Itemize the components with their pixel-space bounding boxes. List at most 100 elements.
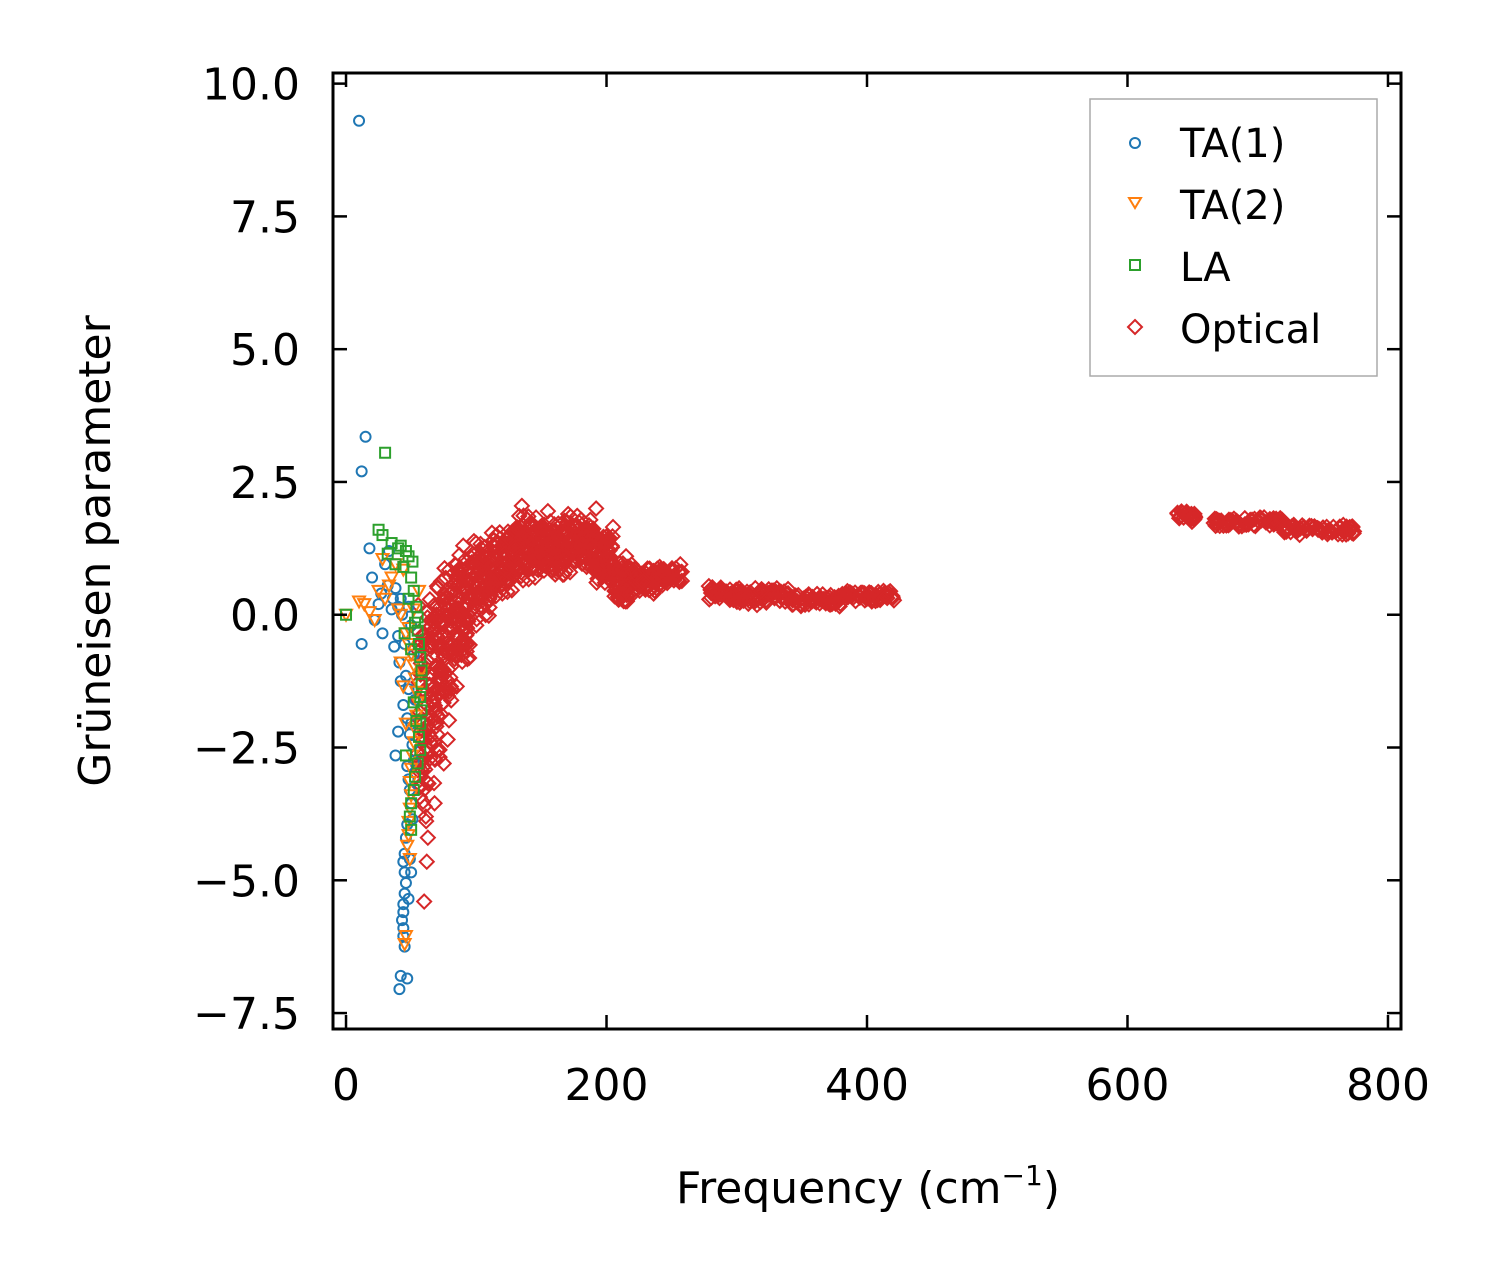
point-la-39: [398, 627, 411, 640]
point-optical-1146: [820, 595, 838, 613]
point-optical-370: [462, 548, 479, 566]
point-optical-123: [422, 728, 439, 746]
y-tick-label-7: −7.5: [193, 989, 300, 1040]
point-ta2-4: [366, 614, 383, 629]
point-la-23: [414, 717, 427, 730]
point-optical-242: [460, 649, 478, 667]
point-optical-364: [468, 584, 486, 602]
y-tick-label-0: 10.0: [202, 60, 300, 111]
point-la-38: [409, 616, 422, 629]
point-optical-1228: [1169, 505, 1186, 523]
point-optical-359: [472, 585, 489, 603]
point-optical-1361: [1331, 519, 1348, 537]
point-optical-125: [429, 707, 446, 725]
point-la-31: [405, 823, 418, 836]
point-optical-265: [447, 593, 465, 610]
legend-label-ta1: TA(1): [1179, 121, 1285, 167]
legend-marker-ta1: [1129, 137, 1141, 149]
x-tick-label-3: 600: [1085, 1060, 1169, 1111]
point-optical-349: [481, 599, 498, 616]
point-optical-436: [483, 569, 501, 587]
legend-marker-optical: [1126, 318, 1144, 336]
point-optical-189: [431, 674, 449, 692]
point-optical-142: [435, 694, 452, 712]
point-ta1-50: [394, 969, 407, 982]
x-axis-title: Frequency (cm−1): [676, 1159, 1060, 1214]
point-la-36: [402, 592, 415, 605]
y-tick-label-5: −2.5: [193, 724, 300, 775]
point-optical-1380: [604, 518, 622, 536]
point-optical-1202: [846, 584, 864, 602]
point-optical-1297: [1221, 512, 1238, 530]
legend-marker-la: [1129, 259, 1141, 271]
point-la-25: [414, 744, 427, 757]
y-tick-label-4: 0.0: [230, 591, 300, 642]
point-optical-1352: [1291, 520, 1309, 537]
point-optical-157: [440, 711, 458, 729]
point-optical-1090: [752, 582, 770, 600]
point-ta2-2: [356, 598, 372, 613]
point-optical-458: [496, 544, 514, 562]
point-optical-1377: [539, 502, 557, 520]
ticks-layer: 0 200 400 600 800 10.0 7.5 5.0 2.5 0.0 −2.5 −5.0 −7.…: [193, 60, 1430, 1111]
point-optical-1366: [1275, 521, 1293, 539]
point-optical-194: [431, 660, 449, 678]
point-optical-1372: [426, 794, 444, 812]
point-optical-198: [443, 680, 460, 698]
point-ta1-51: [401, 972, 414, 985]
x-axis-title-close: ): [1043, 1163, 1060, 1214]
point-ta2-12: [393, 608, 409, 623]
point-optical-1299: [1253, 511, 1270, 529]
point-optical-1370: [435, 755, 453, 772]
point-optical-805: [590, 561, 607, 579]
point-la-35: [405, 643, 418, 656]
point-ta2-5: [370, 584, 387, 599]
point-optical-280: [447, 610, 465, 627]
point-optical-131: [421, 733, 439, 751]
point-la-37: [406, 555, 419, 568]
point-optical-956: [671, 555, 689, 573]
point-ta2-3: [361, 606, 378, 621]
point-la-29: [405, 797, 418, 810]
point-ta2-33: [398, 930, 414, 945]
point-optical-178: [439, 661, 457, 678]
y-tick-label-1: 7.5: [230, 192, 300, 243]
point-ta1-40: [399, 876, 412, 889]
point-optical-1292: [1238, 514, 1256, 532]
point-ta1-54: [402, 892, 415, 905]
point-ta1-3: [355, 637, 368, 650]
point-la-20: [415, 677, 428, 690]
point-optical-1084: [741, 592, 759, 610]
point-optical-975: [658, 564, 675, 582]
point-ta1-5: [366, 571, 379, 584]
point-ta1-0: [353, 114, 366, 127]
point-ta2-32: [402, 853, 418, 868]
point-la-3: [376, 529, 389, 542]
point-optical-368: [473, 568, 491, 586]
point-optical-135: [432, 573, 450, 590]
point-optical-1027: [704, 582, 722, 600]
point-la-7: [392, 542, 405, 555]
point-optical-321: [480, 607, 498, 625]
point-optical-109: [424, 692, 442, 710]
point-optical-204: [444, 643, 462, 661]
point-optical-1288: [1209, 511, 1227, 529]
point-optical-732: [568, 517, 586, 534]
point-optical-1368: [415, 893, 433, 910]
point-la-34: [410, 714, 423, 727]
y-tick-label-6: −5.0: [193, 856, 300, 907]
point-optical-644: [540, 527, 558, 545]
point-ta1-9: [376, 627, 389, 640]
point-optical-873: [605, 559, 623, 577]
legend-label-optical: Optical: [1180, 307, 1321, 353]
y-tick-label-2: 5.0: [230, 325, 300, 376]
point-optical-1008: [706, 587, 724, 605]
point-optical-649: [537, 552, 555, 569]
point-optical-29: [419, 829, 437, 847]
point-optical-1381: [561, 563, 579, 581]
point-optical-201: [432, 665, 450, 682]
point-optical-1144: [812, 589, 830, 607]
point-optical-876: [615, 567, 633, 584]
point-ta2-1: [351, 595, 367, 610]
